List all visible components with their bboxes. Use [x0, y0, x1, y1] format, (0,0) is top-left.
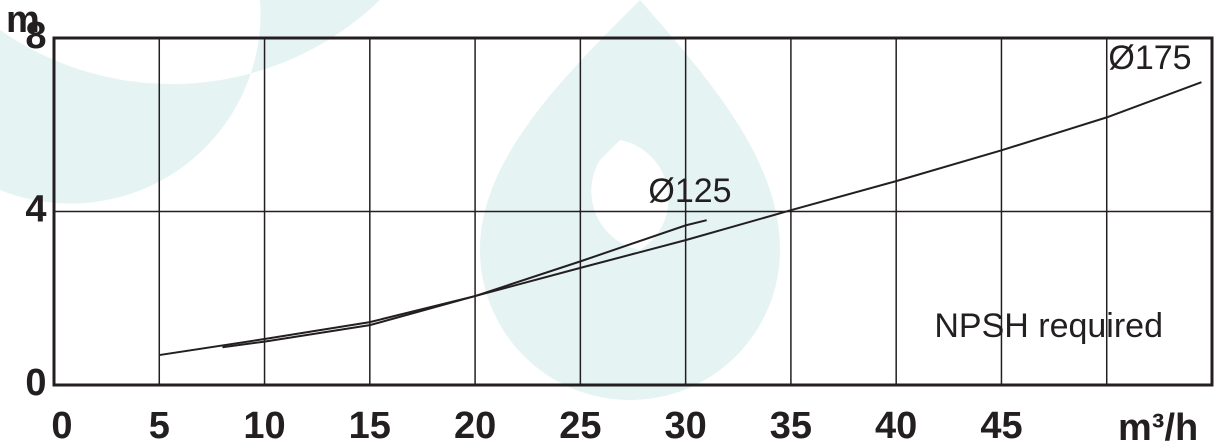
curve: [159, 81, 1202, 357]
watermark-drop: [480, 0, 780, 400]
annotation: NPSH required: [934, 307, 1163, 345]
x-tick-label: 5: [149, 405, 170, 447]
series-label: Ø175: [1108, 39, 1191, 77]
y-unit: m: [6, 0, 40, 41]
x-tick-label: 35: [770, 405, 812, 447]
series-label: Ø125: [648, 172, 731, 210]
x-tick-label: 20: [454, 405, 496, 447]
x-unit: m³/h: [1118, 407, 1198, 448]
watermark-arc: [0, 0, 380, 204]
x-tick-label: 0: [51, 405, 72, 447]
x-tick-label: 25: [559, 405, 601, 447]
plot-frame: [52, 36, 1214, 387]
y-tick-label: 4: [25, 189, 46, 231]
y-tick-label: 8: [25, 15, 46, 57]
x-tick-label: 45: [980, 405, 1022, 447]
x-tick-label: 15: [349, 405, 391, 447]
x-tick-label: 10: [243, 405, 285, 447]
watermark: [0, 0, 780, 400]
curve: [222, 219, 707, 349]
y-tick-label: 0: [25, 362, 46, 404]
x-tick-label: 30: [664, 405, 706, 447]
x-tick-label: 40: [875, 405, 917, 447]
